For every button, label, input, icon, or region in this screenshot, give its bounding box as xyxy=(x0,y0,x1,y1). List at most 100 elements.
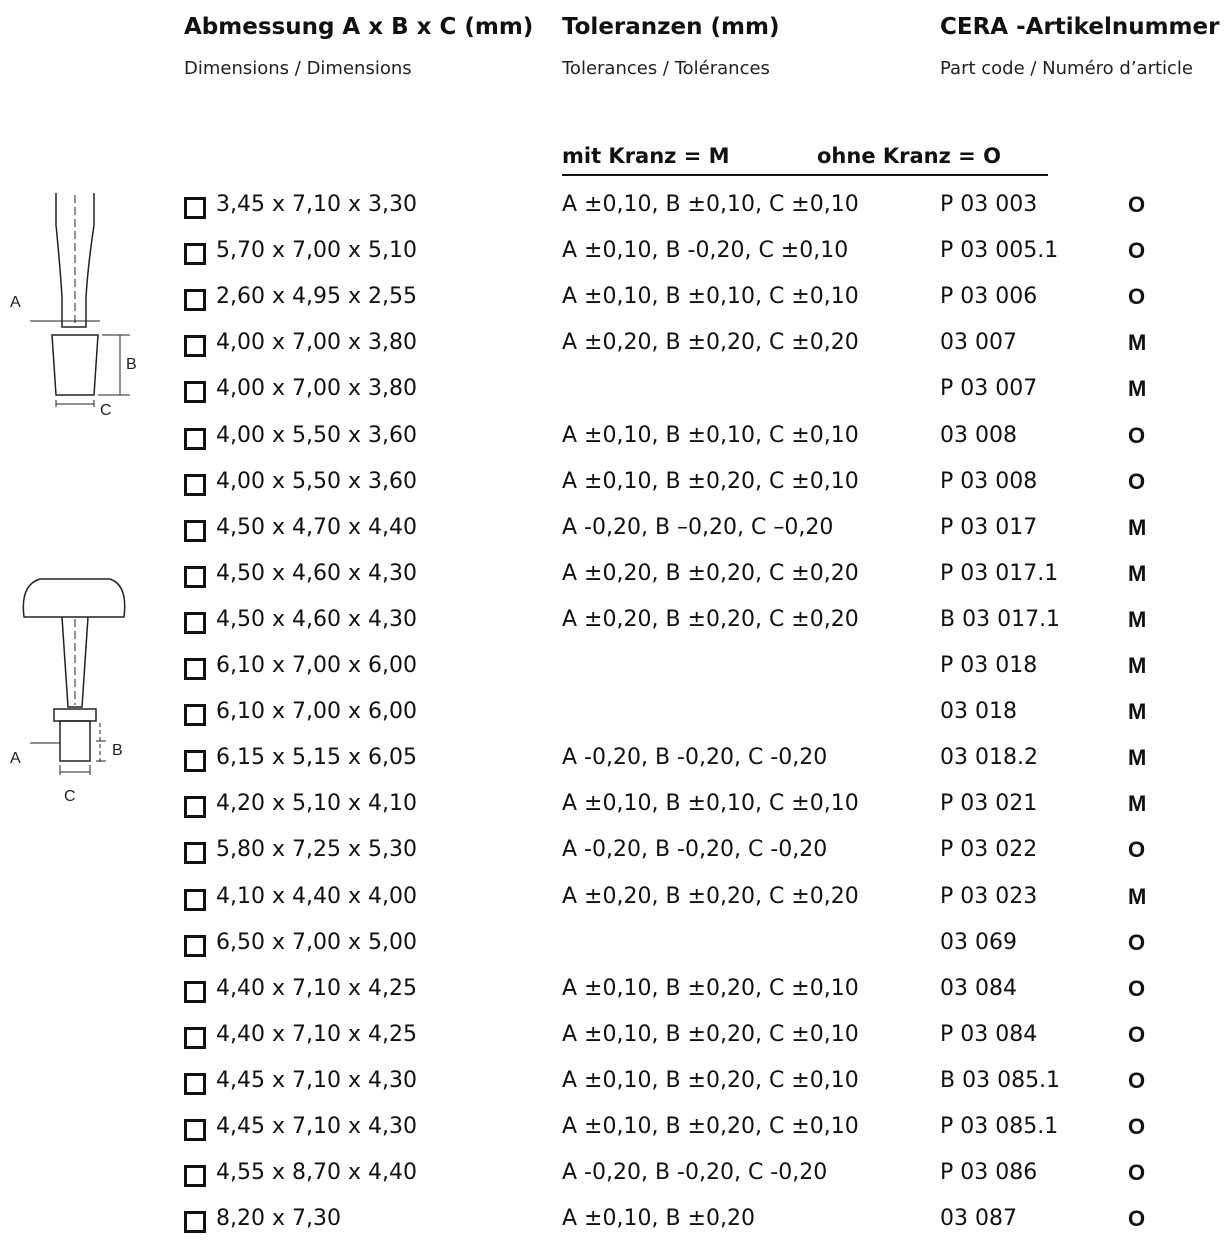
table-row: 4,00 x 7,00 x 3,80 P 03 007 M xyxy=(0,376,1225,422)
rim-flag: M xyxy=(1128,883,1147,909)
rim-flag: O xyxy=(1128,284,1146,310)
stopper-with-rim-diagram: A B C xyxy=(10,578,126,805)
checkbox-square-icon xyxy=(184,1165,206,1188)
part-code: P 03 005.1 xyxy=(940,238,1059,264)
checkbox-square-icon xyxy=(184,519,206,542)
rim-flag: O xyxy=(1128,1067,1146,1093)
checkbox-square-icon xyxy=(184,888,206,911)
rim-flag: M xyxy=(1128,606,1147,632)
part-code: 03 084 xyxy=(940,975,1017,1001)
tolerance-value: A ±0,10, B ±0,20, C ±0,10 xyxy=(562,1114,859,1139)
rim-flag: M xyxy=(1128,699,1147,725)
table-row: 4,00 x 7,00 x 3,80 A ±0,20, B ±0,20, C ±0… xyxy=(0,330,1225,376)
table-row: 4,40 x 7,10 x 4,25 A ±0,10, B ±0,20, C ±0… xyxy=(0,1022,1225,1068)
rim-flag: M xyxy=(1128,376,1147,402)
tolerance-value: A ±0,20, B ±0,20, C ±0,20 xyxy=(562,606,859,632)
tolerance-value: A ±0,10, B ±0,10, C ±0,10 xyxy=(562,192,859,217)
table-row: 4,40 x 7,10 x 4,25 A ±0,10, B ±0,20, C ±0… xyxy=(0,976,1225,1022)
tolerance-value: A ±0,20, B ±0,20, C ±0,20 xyxy=(562,330,859,356)
dimension-value: 4,00 x 5,50 x 3,60 xyxy=(216,422,417,448)
rim-flag: M xyxy=(1128,330,1147,356)
checkbox-square-icon xyxy=(184,1119,206,1141)
checkbox-square-icon xyxy=(184,197,206,219)
rim-flag: O xyxy=(1128,975,1146,1001)
dimension-value: 6,15 x 5,15 x 6,05 xyxy=(216,745,417,771)
table-row: 4,55 x 8,70 x 4,40 A -0,20, B -0,20, C -0… xyxy=(0,1160,1225,1206)
dimension-value: 4,00 x 7,00 x 3,80 xyxy=(216,330,417,356)
rim-flag: M xyxy=(1128,514,1147,540)
rim-flag: M xyxy=(1128,653,1147,678)
table-row: 4,50 x 4,60 x 4,30 A ±0,20, B ±0,20, C ±0… xyxy=(0,561,1225,607)
tolerance-value: A ±0,10, B ±0,20, C ±0,10 xyxy=(562,468,859,494)
part-code: P 03 022 xyxy=(940,837,1038,863)
dimension-value: 6,10 x 7,00 x 6,00 xyxy=(216,699,417,725)
checkbox-square-icon xyxy=(184,381,206,404)
table-row: 4,20 x 5,10 x 4,10 A ±0,10, B ±0,10, C ±0… xyxy=(0,791,1225,837)
dimension-value: 4,50 x 4,60 x 4,30 xyxy=(216,606,417,632)
table-row: 5,80 x 7,25 x 5,30 A -0,20, B -0,20, C -0… xyxy=(0,837,1225,883)
checkbox-square-icon xyxy=(184,565,206,588)
checkbox-square-icon xyxy=(184,704,206,727)
checkbox-square-icon xyxy=(184,427,206,450)
tolerance-value: A -0,20, B –0,20, C –0,20 xyxy=(562,514,834,540)
tolerance-value: A -0,20, B -0,20, C -0,20 xyxy=(562,837,828,863)
part-code-subheader: Part code / Numéro d’article xyxy=(940,58,1194,79)
part-code: P 03 086 xyxy=(940,1160,1038,1186)
rim-flag: M xyxy=(1128,745,1147,771)
part-code: P 03 003 xyxy=(940,192,1038,217)
dimension-value: 5,80 x 7,25 x 5,30 xyxy=(216,837,417,863)
checkbox-square-icon xyxy=(184,289,206,312)
part-code: P 03 007 xyxy=(940,376,1038,402)
diagram-label-a: A xyxy=(10,294,21,311)
dimension-value: 4,10 x 4,40 x 4,00 xyxy=(216,883,417,909)
table-row: 4,45 x 7,10 x 4,30 A ±0,10, B ±0,20, C ±0… xyxy=(0,1114,1225,1160)
diagram-label-a: A xyxy=(10,750,21,767)
tolerances-header: Toleranzen (mm) xyxy=(562,14,780,40)
part-code: P 03 021 xyxy=(940,791,1038,817)
dimensions-header: Abmessung A x B x C (mm) xyxy=(184,14,534,40)
rim-legend: mit Kranz = M ohne Kranz = O xyxy=(562,144,1048,176)
table-row: 4,00 x 5,50 x 3,60 A ±0,10, B ±0,20, C ±0… xyxy=(0,469,1225,515)
part-code: P 03 008 xyxy=(940,468,1038,494)
table-row: 2,60 x 4,95 x 2,55 A ±0,10, B ±0,10, C ±0… xyxy=(0,284,1225,330)
diagram-label-c: C xyxy=(100,402,112,419)
tolerance-value: A ±0,10, B ±0,20, C ±0,10 xyxy=(562,975,859,1001)
rim-flag: O xyxy=(1128,1114,1146,1139)
checkbox-square-icon xyxy=(184,611,206,634)
rim-flag: O xyxy=(1128,1206,1146,1232)
part-code: P 03 085.1 xyxy=(940,1114,1059,1139)
diagram-label-c: C xyxy=(64,788,76,805)
part-code: 03 018 xyxy=(940,699,1017,725)
dimension-value: 4,55 x 8,70 x 4,40 xyxy=(216,1160,417,1186)
dimension-value: 4,40 x 7,10 x 4,25 xyxy=(216,975,417,1001)
diagram-label-b: B xyxy=(126,356,137,373)
tolerance-value: A ±0,10, B ±0,20, C ±0,10 xyxy=(562,1021,859,1047)
part-code: 03 007 xyxy=(940,330,1017,356)
rim-flag: O xyxy=(1128,468,1146,494)
rim-flag: O xyxy=(1128,1021,1146,1047)
checkbox-square-icon xyxy=(184,473,206,496)
dimension-value: 4,50 x 4,70 x 4,40 xyxy=(216,514,417,540)
tolerance-value: A -0,20, B -0,20, C -0,20 xyxy=(562,745,828,771)
tolerance-value: A ±0,20, B ±0,20, C ±0,20 xyxy=(562,883,859,909)
checkbox-square-icon xyxy=(184,658,206,680)
rim-flag: O xyxy=(1128,238,1146,264)
legend-without-rim: ohne Kranz = O xyxy=(817,144,1001,168)
checkbox-square-icon xyxy=(184,842,206,865)
rim-flag: O xyxy=(1128,192,1146,217)
tolerance-value: A ±0,10, B ±0,10, C ±0,10 xyxy=(562,791,859,817)
tolerance-value: A ±0,10, B -0,20, C ±0,10 xyxy=(562,238,849,264)
rim-flag: O xyxy=(1128,422,1146,448)
part-code: P 03 017 xyxy=(940,514,1038,540)
dimension-value: 5,70 x 7,00 x 5,10 xyxy=(216,238,417,264)
dimension-value: 3,45 x 7,10 x 3,30 xyxy=(216,192,417,217)
checkbox-square-icon xyxy=(184,796,206,819)
checkbox-square-icon xyxy=(184,1211,206,1234)
table-row: 3,45 x 7,10 x 3,30 A ±0,10, B ±0,10, C ±0… xyxy=(0,192,1225,238)
part-code: P 03 018 xyxy=(940,653,1038,678)
tolerance-value: A -0,20, B -0,20, C -0,20 xyxy=(562,1160,828,1186)
tolerances-subheader: Tolerances / Tolérances xyxy=(562,58,770,79)
part-code: 03 018.2 xyxy=(940,745,1038,771)
checkbox-square-icon xyxy=(184,1026,206,1049)
diagram-label-b: B xyxy=(112,742,123,759)
